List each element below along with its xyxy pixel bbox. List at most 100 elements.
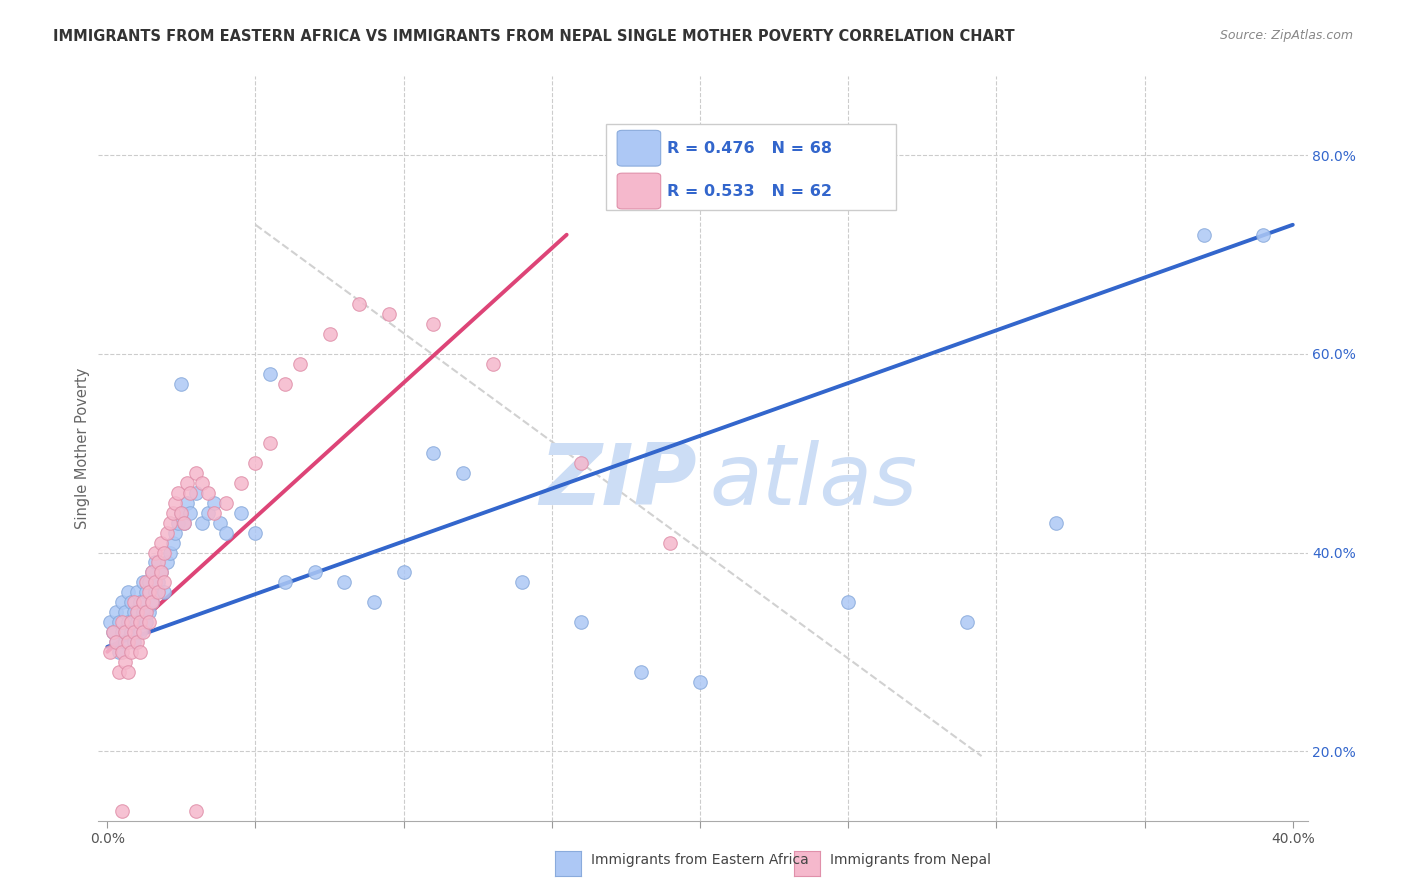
Y-axis label: Single Mother Poverty: Single Mother Poverty	[75, 368, 90, 529]
Point	[1045, 516, 1067, 530]
Point	[167, 516, 190, 530]
Text: R = 0.533   N = 62: R = 0.533 N = 62	[666, 184, 832, 199]
Point	[481, 357, 503, 371]
Point	[274, 575, 297, 590]
Point	[141, 595, 163, 609]
Point	[114, 624, 136, 639]
Point	[186, 466, 208, 480]
Point	[111, 624, 134, 639]
Point	[111, 804, 134, 818]
Point	[173, 516, 195, 530]
Point	[179, 486, 201, 500]
Point	[170, 376, 193, 391]
Point	[135, 585, 157, 599]
Point	[146, 575, 169, 590]
Point	[129, 624, 152, 639]
Point	[98, 645, 121, 659]
FancyBboxPatch shape	[617, 173, 661, 209]
Point	[186, 486, 208, 500]
Point	[122, 595, 145, 609]
Point	[162, 535, 184, 549]
Point	[152, 585, 174, 599]
Point	[125, 605, 148, 619]
Text: Immigrants from Nepal: Immigrants from Nepal	[830, 853, 991, 867]
Point	[304, 566, 326, 580]
Point	[138, 585, 160, 599]
Point	[132, 624, 155, 639]
Point	[98, 615, 121, 629]
Point	[155, 556, 177, 570]
Point	[114, 635, 136, 649]
Point	[143, 545, 166, 559]
Point	[108, 665, 131, 679]
Point	[138, 615, 160, 629]
Point	[103, 624, 125, 639]
Point	[108, 615, 131, 629]
Point	[159, 516, 181, 530]
Point	[571, 456, 593, 470]
Point	[141, 566, 163, 580]
Point	[956, 615, 979, 629]
Point	[120, 595, 142, 609]
Point	[215, 496, 238, 510]
Point	[135, 615, 157, 629]
Point	[132, 605, 155, 619]
Point	[245, 525, 267, 540]
Point	[659, 535, 682, 549]
Point	[347, 297, 370, 311]
Point	[122, 605, 145, 619]
FancyBboxPatch shape	[606, 124, 897, 210]
Text: Immigrants from Eastern Africa: Immigrants from Eastern Africa	[591, 853, 808, 867]
Point	[165, 525, 187, 540]
Point	[167, 486, 190, 500]
Point	[111, 595, 134, 609]
Point	[1192, 227, 1215, 242]
Text: ZIP: ZIP	[540, 441, 697, 524]
Point	[837, 595, 859, 609]
Point	[451, 466, 474, 480]
Point	[630, 665, 652, 679]
Point	[422, 317, 444, 331]
Point	[108, 645, 131, 659]
Point	[197, 486, 219, 500]
Point	[378, 307, 401, 321]
Point	[1251, 227, 1274, 242]
Point	[143, 585, 166, 599]
Point	[170, 506, 193, 520]
Point	[571, 615, 593, 629]
Point	[176, 496, 198, 510]
Point	[105, 635, 128, 649]
Point	[363, 595, 385, 609]
Point	[117, 585, 139, 599]
Point	[288, 357, 311, 371]
Point	[215, 525, 238, 540]
FancyBboxPatch shape	[617, 130, 661, 166]
Point	[422, 446, 444, 460]
Text: Source: ZipAtlas.com: Source: ZipAtlas.com	[1219, 29, 1353, 42]
Point	[152, 545, 174, 559]
Point	[179, 506, 201, 520]
Point	[114, 655, 136, 669]
Point	[274, 376, 297, 391]
Point	[141, 566, 163, 580]
Point	[191, 475, 214, 490]
Point	[229, 506, 252, 520]
Point	[245, 456, 267, 470]
Point	[689, 674, 711, 689]
Point	[152, 575, 174, 590]
Point	[146, 556, 169, 570]
Point	[111, 645, 134, 659]
Point	[129, 615, 152, 629]
Point	[117, 615, 139, 629]
Point	[138, 605, 160, 619]
Point	[159, 545, 181, 559]
Point	[149, 566, 172, 580]
Point	[132, 595, 155, 609]
Point	[392, 566, 415, 580]
Point	[117, 665, 139, 679]
Point	[197, 506, 219, 520]
Point	[143, 575, 166, 590]
Point	[229, 475, 252, 490]
Point	[120, 645, 142, 659]
Point	[132, 575, 155, 590]
